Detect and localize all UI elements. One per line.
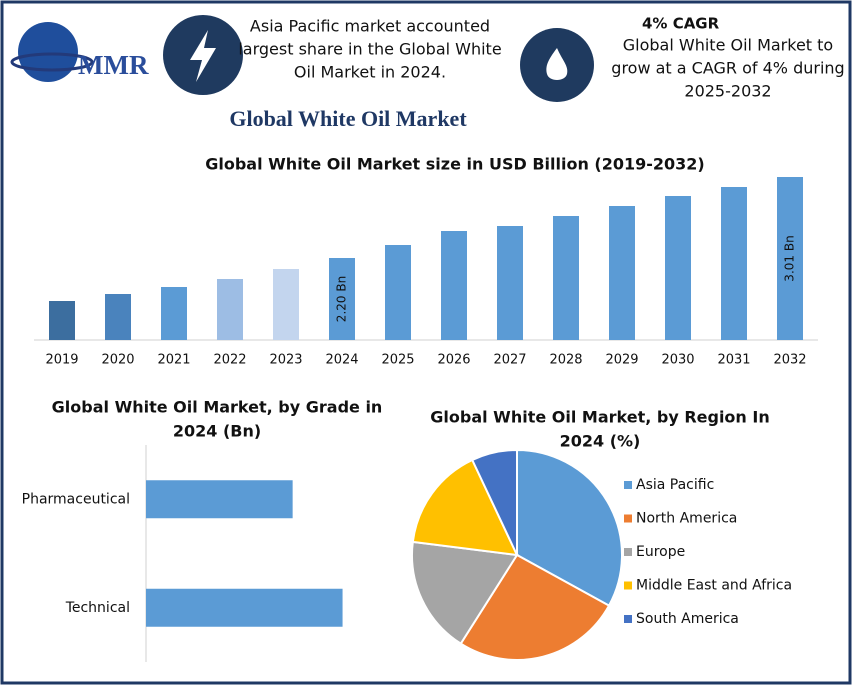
x-tick-label: 2020 (101, 353, 134, 368)
bar (609, 206, 635, 340)
flame (546, 48, 568, 80)
legend-label: South America (636, 611, 739, 627)
bar (49, 301, 75, 340)
legend-swatch (624, 548, 632, 556)
value-label: 2.20 Bn (335, 276, 349, 322)
bar (665, 196, 691, 340)
note-line: Oil Market in 2024. (294, 63, 446, 82)
bar (553, 216, 579, 340)
legend-label: Europe (636, 544, 685, 560)
bar (161, 287, 187, 340)
chart-title: 2024 (%) (560, 432, 641, 451)
main-title: Global White Oil Market (229, 106, 467, 131)
bar (146, 588, 343, 627)
x-tick-label: 2019 (45, 353, 78, 368)
chart-title: Global White Oil Market, by Region In (430, 408, 769, 427)
note-line: Asia Pacific market accounted (250, 17, 490, 36)
legend-swatch (624, 615, 632, 623)
bar (105, 294, 131, 340)
bar (273, 269, 299, 340)
chart-title: 2024 (Bn) (173, 422, 261, 441)
bar (497, 226, 523, 340)
pie-slice (411, 540, 519, 646)
logo: MMR (10, 22, 149, 82)
x-tick-label: 2026 (437, 353, 470, 368)
x-tick-label: 2021 (157, 353, 190, 368)
note-line: largest share in the Global White (238, 40, 501, 59)
globe-ring (10, 52, 94, 72)
bolt (190, 30, 216, 82)
logo-text: MMR (78, 50, 149, 80)
legend-swatch (624, 514, 632, 523)
legend-label: Middle East and Africa (636, 578, 792, 594)
bar (777, 177, 803, 340)
cagr-line: grow at a CAGR of 4% during (611, 59, 844, 78)
bar (441, 231, 467, 340)
bar (329, 258, 355, 340)
x-tick-label: 2025 (381, 353, 414, 368)
bar (146, 480, 293, 519)
x-tick-label: 2022 (213, 353, 246, 368)
globe (18, 22, 78, 82)
cagr-line: 2025-2032 (684, 82, 771, 101)
chart-title: Global White Oil Market, by Grade in (52, 398, 383, 417)
pie-slice (516, 448, 623, 607)
legend-label: Asia Pacific (636, 477, 714, 493)
pie-slice (459, 553, 611, 661)
x-tick-label: 2031 (717, 353, 750, 368)
x-tick-label: 2027 (493, 353, 526, 368)
value-label: 3.01 Bn (783, 235, 797, 281)
pie-slice (411, 458, 519, 557)
pie-slice (470, 448, 518, 556)
y-tick-label: Pharmaceutical (22, 491, 130, 507)
legend-swatch (624, 581, 632, 590)
cagr-title: 4% CAGR (642, 15, 720, 33)
x-tick-label: 2024 (325, 353, 358, 368)
bar (217, 279, 243, 340)
bar (721, 187, 747, 340)
x-tick-label: 2023 (269, 353, 302, 368)
chart-title: Global White Oil Market size in USD Bill… (205, 155, 705, 174)
cagr-line: Global White Oil Market to (623, 36, 833, 55)
legend-label: North America (636, 511, 737, 527)
x-tick-label: 2032 (773, 353, 806, 368)
bar (385, 245, 411, 340)
y-tick-label: Technical (65, 600, 130, 616)
x-tick-label: 2028 (549, 353, 582, 368)
legend-swatch (624, 481, 632, 489)
x-tick-label: 2030 (661, 353, 694, 368)
x-tick-label: 2029 (605, 353, 638, 368)
